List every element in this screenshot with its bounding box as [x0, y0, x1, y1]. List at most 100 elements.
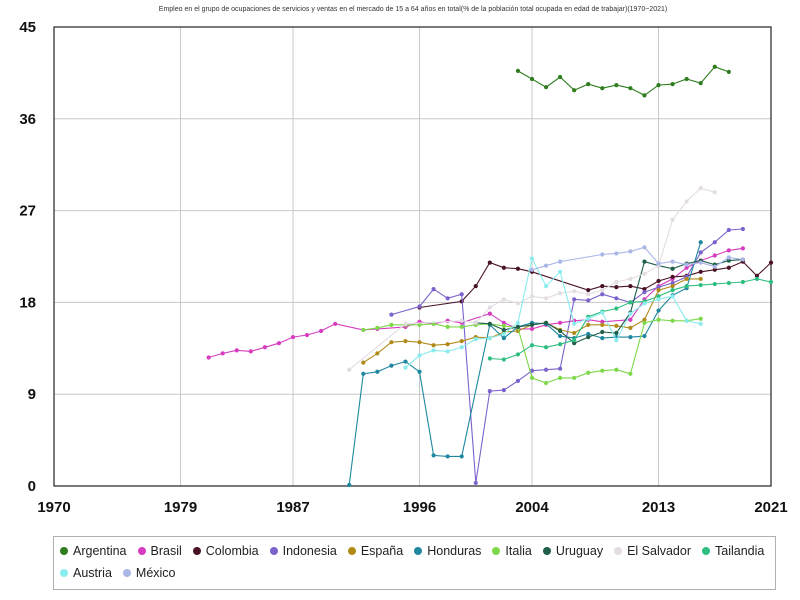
data-point: [543, 283, 549, 289]
data-point: [614, 83, 619, 88]
legend-item[interactable]: Italia: [492, 543, 532, 559]
data-point: [586, 82, 591, 87]
data-point: [445, 324, 450, 329]
legend-label: Honduras: [427, 544, 482, 558]
series-line: [419, 260, 772, 309]
data-point: [726, 255, 731, 260]
data-point: [642, 287, 647, 292]
legend-item[interactable]: Brasil: [137, 543, 182, 559]
data-point: [572, 341, 577, 346]
data-point: [220, 351, 225, 356]
data-point: [487, 321, 492, 326]
legend-item[interactable]: Tailandia: [702, 543, 764, 559]
data-point: [459, 454, 464, 459]
data-point: [684, 76, 689, 82]
data-point: [670, 266, 675, 271]
x-tick-label: 1987: [276, 499, 309, 516]
data-point: [389, 312, 394, 317]
series-uruguay: [473, 257, 745, 346]
data-point: [698, 276, 703, 282]
data-point: [670, 217, 675, 222]
data-point: [698, 250, 703, 255]
legend-item[interactable]: España: [347, 543, 403, 559]
data-point: [740, 279, 745, 285]
data-point: [558, 333, 563, 339]
data-point: [572, 375, 577, 380]
data-point: [543, 345, 549, 350]
legend-item[interactable]: Argentina: [60, 543, 127, 559]
y-tick-label: 9: [28, 386, 36, 403]
data-point: [628, 86, 633, 91]
data-point: [726, 258, 731, 263]
data-point: [445, 349, 450, 354]
legend-item[interactable]: Uruguay: [542, 543, 603, 559]
series-line: [348, 242, 702, 486]
data-point: [501, 320, 506, 325]
data-point: [558, 328, 563, 334]
legend-item[interactable]: Colombia: [192, 543, 259, 559]
data-point: [473, 480, 478, 486]
data-point: [628, 300, 633, 305]
data-point: [628, 325, 633, 330]
data-point: [754, 273, 760, 278]
legend-label: Colombia: [205, 544, 259, 558]
y-tick-label: 36: [19, 111, 36, 128]
legend-marker: [347, 547, 356, 555]
data-point: [529, 326, 535, 332]
data-point: [445, 296, 450, 301]
data-point: [600, 319, 605, 324]
data-point: [670, 259, 675, 264]
data-point: [361, 327, 366, 333]
legend-item[interactable]: Austria: [60, 565, 112, 581]
data-point: [684, 262, 689, 267]
data-point: [614, 251, 619, 256]
data-point: [304, 332, 310, 338]
data-point: [670, 294, 675, 299]
data-point: [501, 327, 506, 333]
data-point: [375, 325, 380, 330]
data-point: [670, 280, 675, 286]
data-point: [726, 248, 731, 253]
data-point: [501, 388, 506, 393]
legend-marker: [192, 547, 201, 555]
data-point: [459, 292, 464, 297]
legend-item[interactable]: El Salvador: [614, 543, 691, 559]
legend-marker: [60, 569, 68, 577]
data-point: [614, 279, 619, 285]
series-line: [405, 256, 701, 369]
x-tick-label: 1996: [403, 499, 436, 516]
data-point: [656, 285, 661, 290]
data-point: [529, 267, 535, 272]
legend-item[interactable]: México: [122, 565, 176, 581]
data-point: [670, 288, 675, 293]
legend-label: Indonesia: [282, 544, 337, 558]
data-point: [417, 322, 422, 327]
data-point: [656, 288, 661, 293]
y-tick-label: 45: [19, 19, 36, 36]
data-point: [403, 321, 408, 326]
data-point: [712, 253, 717, 258]
data-point: [572, 330, 577, 336]
grid-lines: [54, 27, 771, 486]
data-point: [487, 311, 492, 316]
data-point: [600, 336, 605, 341]
data-point: [628, 249, 633, 254]
data-point: [501, 265, 506, 270]
series-italia: [361, 316, 703, 386]
legend-label: Argentina: [73, 544, 127, 558]
data-point: [572, 338, 577, 343]
chart-title: Empleo en el grupo de ocupaciones de ser…: [159, 6, 667, 13]
data-point: [347, 367, 352, 372]
series-tailandia: [487, 276, 774, 362]
data-point: [389, 363, 394, 368]
data-point: [558, 320, 563, 325]
data-point: [642, 93, 647, 98]
legend-marker: [122, 569, 131, 577]
legend-item[interactable]: Indonesia: [269, 543, 337, 559]
data-point: [712, 190, 717, 195]
data-point: [614, 296, 619, 301]
data-point: [543, 85, 549, 90]
data-point: [403, 359, 408, 364]
legend-item[interactable]: Honduras: [414, 543, 481, 559]
